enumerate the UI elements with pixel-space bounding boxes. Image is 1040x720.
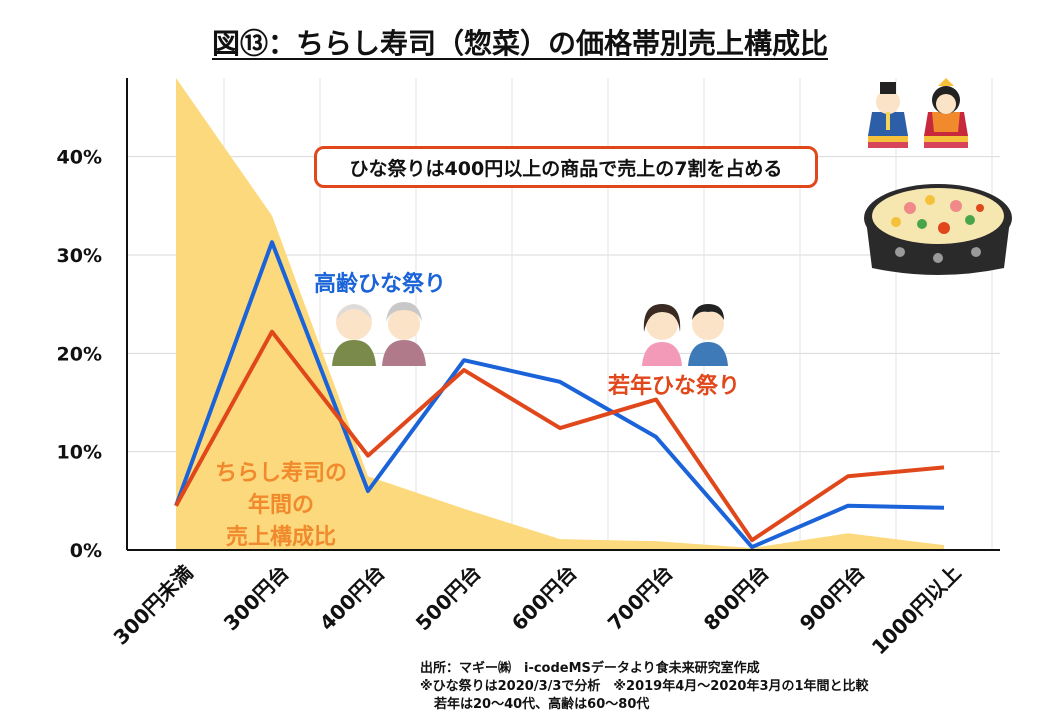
source-line-3: 若年は20～40代、高齢は60～80代 — [434, 697, 650, 712]
x-tick-label: 400円台 — [315, 561, 390, 636]
callout-box: ひな祭りは400円以上の商品で売上の7割を占める — [314, 146, 818, 188]
young-line-series — [174, 329, 945, 543]
source-note: 出所：マギー㈱ i-codeMSデータより食未来研究室作成 ※ひな祭りは2020… — [420, 660, 869, 714]
y-tick-label: 10% — [57, 442, 102, 464]
y-tick-label: 20% — [57, 343, 102, 365]
source-line-2: ※ひな祭りは2020/3/3で分析 ※2019年4月～2020年3月の1年間と比… — [420, 679, 869, 694]
y-tick-label: 0% — [70, 540, 102, 562]
x-tick-labels: 300円未満 300円台 400円台 500円台 600円台 700円台 800円台 900円… — [109, 561, 966, 660]
x-tick-label: 900円台 — [795, 561, 870, 636]
y-tick-label: 40% — [57, 147, 102, 169]
elderly-line-series — [174, 240, 945, 550]
x-tick-label: 700円台 — [603, 561, 678, 636]
x-tick-label: 300円台 — [219, 561, 294, 636]
hina-dolls-icon — [868, 78, 968, 148]
chart-title: 図⑬：ちらし寿司（惣菜）の価格帯別売上構成比 — [211, 27, 828, 60]
x-tick-label: 1000円以上 — [867, 561, 966, 660]
young-series-label: 若年ひな祭り — [608, 374, 741, 399]
x-tick-label: 500円台 — [411, 561, 486, 636]
x-tick-label: 600円台 — [507, 561, 582, 636]
x-tick-label: 300円未満 — [109, 561, 198, 650]
young-couple-icon — [642, 304, 728, 366]
annual-area-series — [176, 78, 944, 550]
x-tick-label: 800円台 — [699, 561, 774, 636]
annual-series-label: ちらし寿司の 年間の 売上構成比 — [214, 461, 347, 550]
chirashi-sushi-bowl-icon — [864, 184, 1012, 275]
elderly-series-label: 高齢ひな祭り — [314, 272, 447, 297]
y-tick-labels: 0% 10% 20% 30% 40% — [57, 147, 102, 562]
source-line-1: 出所：マギー㈱ i-codeMSデータより食未来研究室作成 — [420, 661, 760, 676]
y-tick-label: 30% — [57, 245, 102, 267]
elderly-couple-icon — [332, 302, 426, 366]
